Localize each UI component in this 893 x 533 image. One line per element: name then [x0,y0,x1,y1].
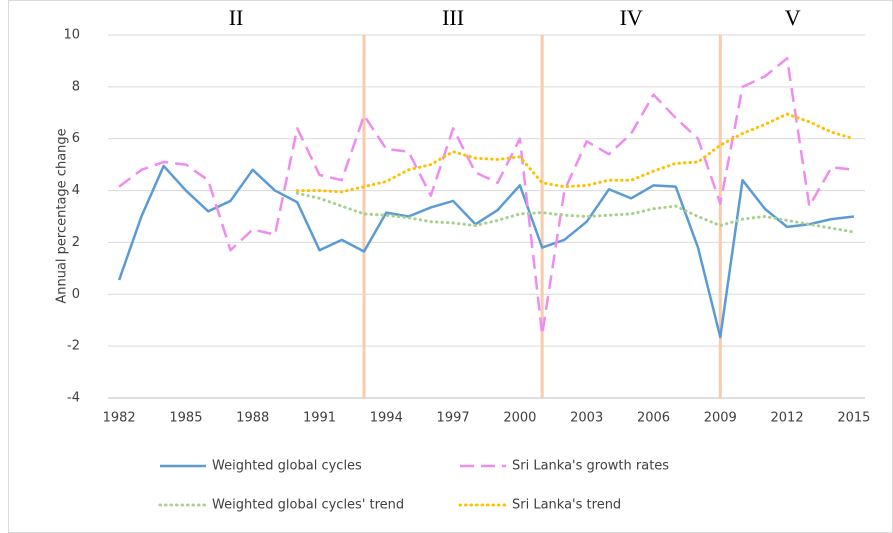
x-tick-label: 1985 [169,411,202,426]
x-tick-label: 1997 [437,411,470,426]
y-tick-label: 2 [72,235,80,250]
y-tick-label: 6 [72,131,80,146]
x-tick-label: 1991 [303,411,336,426]
x-tick-label: 1994 [370,411,403,426]
x-tick-label: 2003 [570,411,603,426]
y-tick-label: -4 [67,391,80,406]
series-line [117,164,855,339]
x-tick-label: 2012 [771,411,804,426]
series-line [295,112,856,194]
y-tick-label: 10 [63,28,80,43]
y-tick-label: 0 [72,287,80,302]
series-line [118,57,855,336]
legend-label: Sri Lanka's trend [512,498,621,513]
legend-label: Weighted global cycles [212,459,362,474]
x-tick-label: 2000 [503,411,536,426]
x-tick-label: 1982 [103,411,136,426]
legend-label: Weighted global cycles' trend [212,498,404,513]
y-tick-label: 8 [72,79,80,94]
period-label: IV [620,5,643,30]
period-label: II [229,5,244,30]
legend-label: Sri Lanka's growth rates [512,459,669,474]
y-tick-label: 4 [72,183,80,198]
x-tick-label: 2015 [837,411,870,426]
x-tick-label: 2009 [704,411,737,426]
period-label: III [442,5,464,30]
period-label: V [785,5,801,30]
chart-border [8,0,893,533]
x-tick-label: 1988 [236,411,269,426]
y-axis-label: Annual percentage change [55,128,70,303]
y-tick-label: -2 [67,339,80,354]
x-tick-label: 2006 [637,411,670,426]
